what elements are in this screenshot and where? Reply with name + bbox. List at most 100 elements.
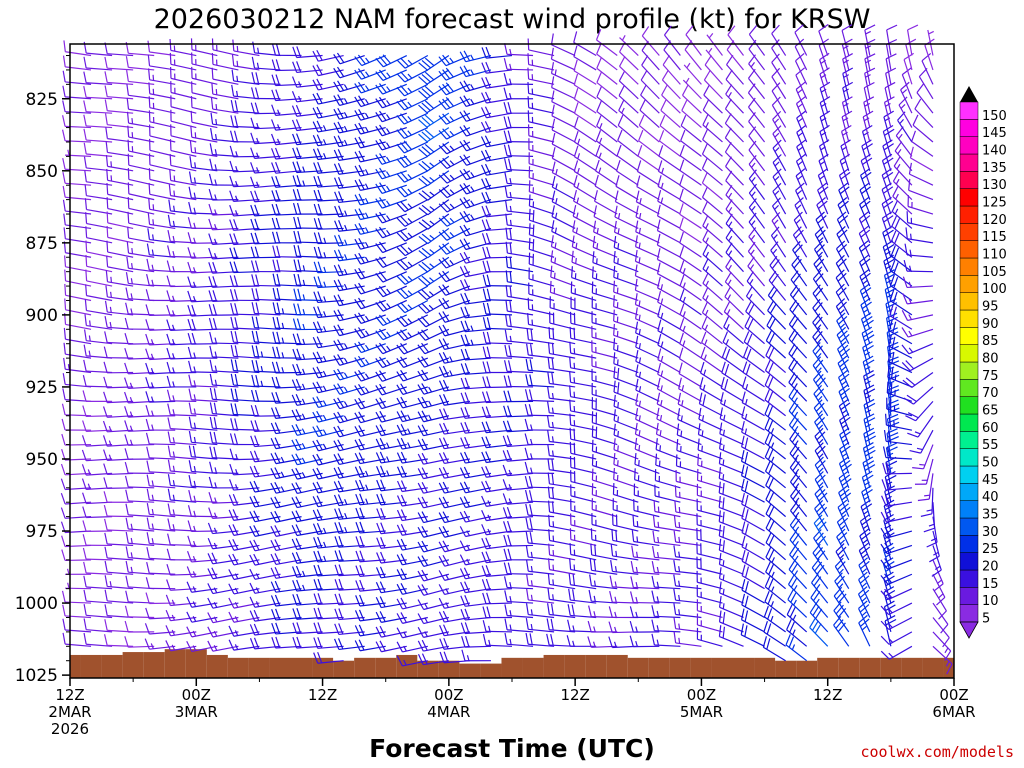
wind-barb (292, 607, 323, 620)
wind-barb (417, 452, 449, 465)
wind-barb (81, 449, 113, 462)
wind-barb (613, 236, 639, 258)
wind-barb (481, 76, 513, 89)
wind-barb (187, 520, 218, 533)
wind-barb (439, 624, 470, 637)
wind-barb (616, 144, 639, 172)
wind-barb (460, 622, 491, 635)
wind-barb (106, 255, 134, 273)
wind-barb (656, 204, 681, 229)
wind-barb (836, 312, 850, 344)
wind-barb (125, 575, 155, 590)
wind-barb (354, 95, 386, 108)
wind-barb (835, 269, 850, 301)
wind-barb (764, 576, 786, 604)
wind-barb (766, 315, 787, 345)
wind-barb (547, 573, 576, 590)
wind-barb (102, 420, 134, 433)
wind-barb (657, 363, 681, 388)
wind-barb (333, 368, 365, 381)
wind-barb (882, 124, 895, 157)
wind-barb (617, 129, 639, 157)
wind-barb (127, 168, 155, 186)
wind-barb (812, 298, 829, 330)
wind-barb (718, 581, 744, 604)
colorbar-swatch (959, 483, 979, 501)
wind-barb (312, 92, 344, 105)
wind-barb (615, 175, 639, 201)
wind-barb (652, 530, 681, 547)
wind-barb (764, 359, 786, 388)
y-tick-label: 1025 (15, 666, 58, 686)
wind-barb (249, 539, 281, 552)
wind-barb (313, 261, 344, 274)
wind-barb (291, 378, 323, 391)
wind-barb (505, 213, 534, 230)
wind-barb (792, 226, 808, 258)
wind-barb (481, 421, 513, 434)
wind-barb (375, 124, 407, 137)
wind-barb (726, 54, 744, 85)
wind-barb (396, 140, 429, 154)
wind-barb (312, 351, 344, 364)
colorbar-swatch (959, 396, 979, 415)
wind-barb (417, 438, 449, 451)
wind-barb (547, 558, 576, 575)
wind-barb (355, 521, 386, 534)
wind-barb (526, 574, 555, 590)
wind-barb (354, 252, 386, 265)
terrain-column (101, 654, 123, 678)
wind-barb (83, 575, 113, 590)
wind-barb (271, 391, 302, 404)
wind-barb (833, 601, 850, 633)
wind-barb (249, 495, 281, 508)
wind-barb (354, 624, 386, 637)
wind-barb (65, 582, 92, 590)
wind-barb (438, 496, 471, 509)
y-tick-label: 850 (26, 162, 58, 182)
wind-barb (228, 639, 260, 651)
wind-barb (765, 489, 787, 518)
wind-barb (375, 285, 408, 298)
wind-barb (146, 243, 176, 258)
wind-barb (313, 306, 344, 319)
wind-barb (814, 413, 829, 445)
wind-barb (396, 83, 429, 97)
wind-barb (526, 328, 555, 345)
wind-barb (460, 292, 492, 305)
wind-barb (251, 374, 281, 388)
wind-barb (566, 635, 597, 647)
wind-barb (417, 467, 449, 480)
wind-barb (270, 539, 302, 552)
wind-barb (124, 377, 155, 390)
wind-barb (167, 518, 197, 532)
wind-barb (720, 376, 744, 402)
wind-barb (591, 454, 618, 474)
y-tick-label: 925 (26, 378, 58, 398)
wind-barb (459, 466, 492, 479)
wind-barb (765, 330, 787, 359)
wind-barb (908, 162, 934, 186)
wind-barb (546, 618, 576, 633)
wind-barb (795, 182, 808, 215)
wind-barb (63, 357, 92, 374)
wind-barb (104, 546, 134, 561)
wind-barb (438, 82, 471, 96)
wind-barb (354, 452, 386, 465)
wind-barb (166, 304, 197, 317)
wind-barb (460, 320, 492, 333)
wind-barb (636, 175, 660, 201)
colorbar-label: 40 (982, 490, 999, 505)
wind-barb (417, 540, 450, 553)
y-tick-label: 950 (26, 450, 58, 470)
wind-barb (813, 399, 829, 431)
wind-barb (417, 526, 450, 538)
colorbar-label: 55 (982, 438, 999, 453)
wind-barb (590, 543, 618, 561)
wind-barb (396, 538, 428, 551)
colorbar-label: 125 (982, 196, 1007, 211)
wind-barb (772, 154, 787, 186)
wind-barb (595, 144, 618, 172)
wind-barb (548, 326, 576, 345)
wind-barb (417, 356, 450, 368)
